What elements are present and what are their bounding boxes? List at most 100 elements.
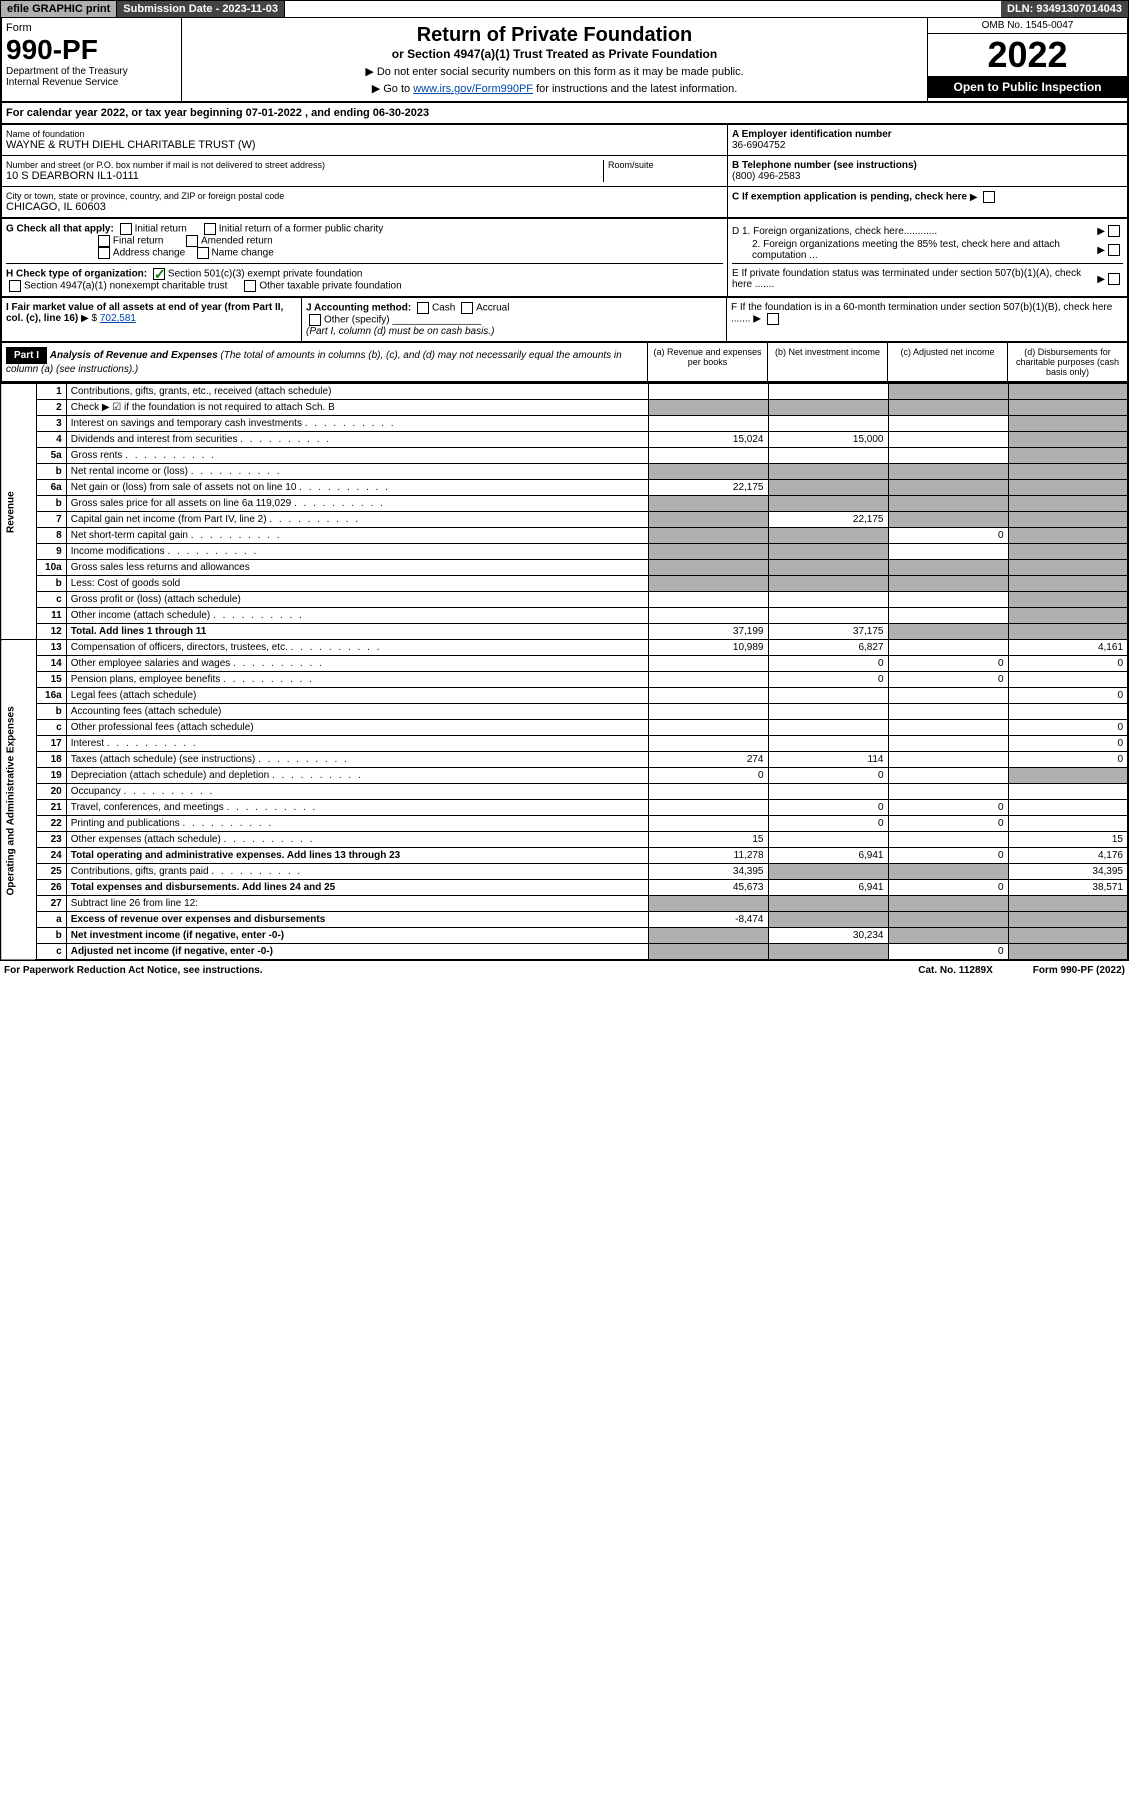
form-number: 990-PF — [6, 34, 177, 66]
line-description: Total operating and administrative expen… — [66, 848, 648, 864]
value-cell — [888, 592, 1008, 608]
g-name-checkbox[interactable] — [197, 247, 209, 259]
name-cell: Name of foundation WAYNE & RUTH DIEHL CH… — [2, 125, 727, 156]
part1-desc: Part I Analysis of Revenue and Expenses … — [2, 343, 647, 381]
dln-label: DLN: 93491307014043 — [1001, 1, 1128, 17]
value-cell: 0 — [1008, 736, 1128, 752]
value-cell: 0 — [888, 656, 1008, 672]
value-cell: 0 — [888, 800, 1008, 816]
h-label: H Check type of organization: — [6, 269, 147, 280]
table-row: 4Dividends and interest from securities … — [1, 432, 1128, 448]
d1-checkbox[interactable] — [1108, 225, 1120, 237]
line-description: Other employee salaries and wages — [66, 656, 648, 672]
instr-ssn: ▶ Do not enter social security numbers o… — [188, 65, 921, 78]
g-amended-checkbox[interactable] — [186, 235, 198, 247]
line-number: 11 — [36, 608, 66, 624]
line-number: b — [36, 928, 66, 944]
value-cell — [648, 720, 768, 736]
table-row: 18Taxes (attach schedule) (see instructi… — [1, 752, 1128, 768]
value-cell — [768, 896, 888, 912]
line-number: 12 — [36, 624, 66, 640]
table-row: 17Interest 0 — [1, 736, 1128, 752]
line-description: Travel, conferences, and meetings — [66, 800, 648, 816]
ein-label: A Employer identification number — [732, 129, 1123, 140]
value-cell — [768, 832, 888, 848]
table-row: 24Total operating and administrative exp… — [1, 848, 1128, 864]
g-initial-checkbox[interactable] — [120, 223, 132, 235]
f-checkbox[interactable] — [767, 313, 779, 325]
value-cell — [648, 512, 768, 528]
j-cash-checkbox[interactable] — [417, 302, 429, 314]
table-row: 20Occupancy — [1, 784, 1128, 800]
g-initial-former-checkbox[interactable] — [204, 223, 216, 235]
value-cell — [888, 752, 1008, 768]
value-cell — [648, 496, 768, 512]
efile-print-button[interactable]: efile GRAPHIC print — [1, 1, 117, 17]
e-checkbox[interactable] — [1108, 273, 1120, 285]
table-row: 21Travel, conferences, and meetings 00 — [1, 800, 1128, 816]
line-description: Other income (attach schedule) — [66, 608, 648, 624]
g-label: G Check all that apply: — [6, 224, 114, 235]
value-cell: 11,278 — [648, 848, 768, 864]
h-other: Other taxable private foundation — [259, 281, 401, 292]
check-right: D 1. Foreign organizations, check here..… — [727, 219, 1127, 296]
j-accrual-checkbox[interactable] — [461, 302, 473, 314]
value-cell — [1008, 624, 1128, 640]
line-number: 23 — [36, 832, 66, 848]
part1-table: Revenue1Contributions, gifts, grants, et… — [0, 383, 1129, 961]
value-cell — [888, 912, 1008, 928]
line-number: 9 — [36, 544, 66, 560]
line-description: Total expenses and disbursements. Add li… — [66, 880, 648, 896]
foundation-name: WAYNE & RUTH DIEHL CHARITABLE TRUST (W) — [6, 139, 723, 151]
col-a-header: (a) Revenue and expenses per books — [647, 343, 767, 381]
d2-checkbox[interactable] — [1108, 244, 1120, 256]
value-cell — [768, 864, 888, 880]
d2-line: 2. Foreign organizations meeting the 85%… — [732, 239, 1123, 261]
value-cell — [888, 864, 1008, 880]
g-amended: Amended return — [201, 236, 273, 247]
fmv-value[interactable]: 702,581 — [100, 313, 136, 324]
value-cell — [1008, 464, 1128, 480]
entity-right: A Employer identification number 36-6904… — [727, 125, 1127, 217]
phone-label: B Telephone number (see instructions) — [732, 160, 1123, 171]
j-other-checkbox[interactable] — [309, 314, 321, 326]
line-description: Check ▶ ☑ if the foundation is not requi… — [66, 400, 648, 416]
city-cell: City or town, state or province, country… — [2, 187, 727, 217]
value-cell — [1008, 448, 1128, 464]
g-final-checkbox[interactable] — [98, 235, 110, 247]
value-cell — [768, 576, 888, 592]
value-cell — [1008, 480, 1128, 496]
value-cell — [648, 944, 768, 961]
value-cell — [888, 640, 1008, 656]
dept-irs: Internal Revenue Service — [6, 77, 177, 88]
value-cell: 4,161 — [1008, 640, 1128, 656]
h-4947-checkbox[interactable] — [9, 280, 21, 292]
h-501c3-checkbox[interactable] — [153, 268, 165, 280]
entity-info: Name of foundation WAYNE & RUTH DIEHL CH… — [0, 125, 1129, 219]
value-cell — [888, 480, 1008, 496]
g-address-checkbox[interactable] — [98, 247, 110, 259]
table-row: bAccounting fees (attach schedule) — [1, 704, 1128, 720]
line-description: Capital gain net income (from Part IV, l… — [66, 512, 648, 528]
value-cell: 15 — [648, 832, 768, 848]
j-cash: Cash — [432, 303, 455, 314]
line-description: Gross rents — [66, 448, 648, 464]
value-cell: 38,571 — [1008, 880, 1128, 896]
e-label: E If private foundation status was termi… — [732, 268, 1097, 290]
table-row: 27Subtract line 26 from line 12: — [1, 896, 1128, 912]
ein-value: 36-6904752 — [732, 140, 1123, 151]
value-cell — [768, 528, 888, 544]
h-other-checkbox[interactable] — [244, 280, 256, 292]
j-accrual: Accrual — [476, 303, 509, 314]
form-url-link[interactable]: www.irs.gov/Form990PF — [413, 83, 533, 95]
value-cell: 15,024 — [648, 432, 768, 448]
c-checkbox[interactable] — [983, 191, 995, 203]
page-footer: For Paperwork Reduction Act Notice, see … — [0, 961, 1129, 980]
value-cell — [648, 608, 768, 624]
arrow-icon: ▶ — [1097, 274, 1105, 285]
expenses-side-label: Operating and Administrative Expenses — [1, 640, 36, 961]
value-cell — [768, 736, 888, 752]
value-cell — [768, 416, 888, 432]
value-cell — [768, 384, 888, 400]
line-number: 10a — [36, 560, 66, 576]
